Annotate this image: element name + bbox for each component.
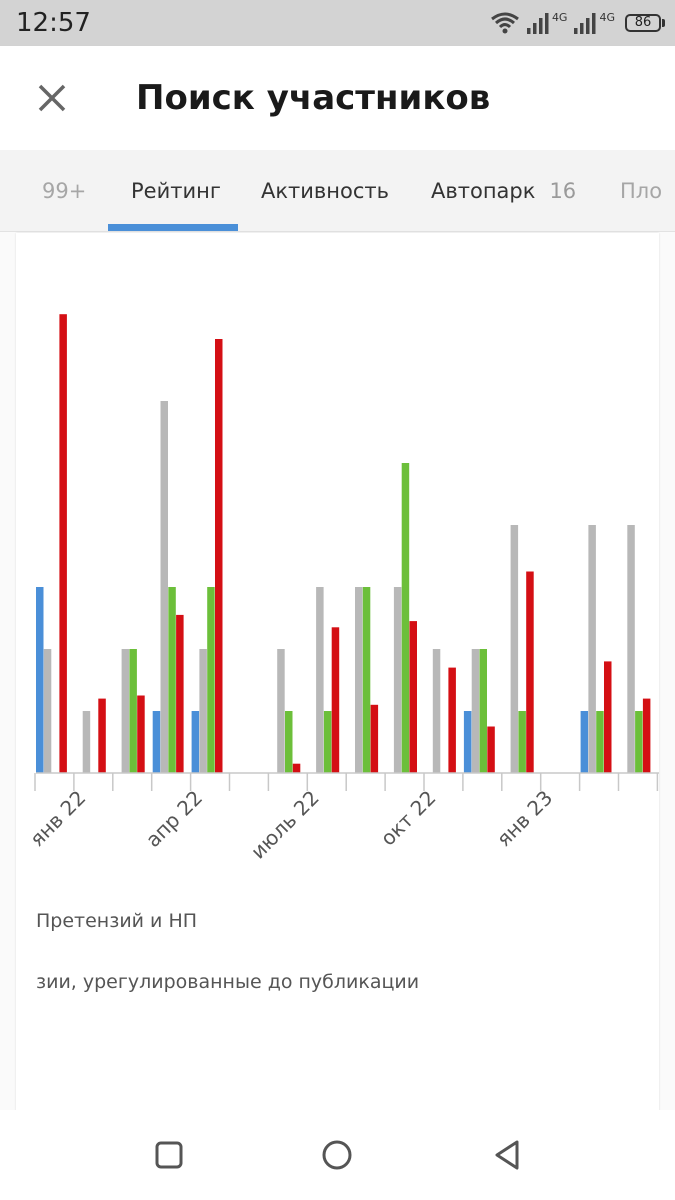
chart-bar xyxy=(526,571,534,773)
wifi-icon xyxy=(491,12,519,34)
chart-bar xyxy=(323,711,332,773)
chart-bar xyxy=(642,698,651,773)
status-bar: 12:57 4G 4G 86 xyxy=(0,0,675,46)
chart-bar xyxy=(627,525,635,773)
chart-bar xyxy=(362,587,371,773)
chart-bar xyxy=(463,711,472,773)
bar-chart: янв 22 апр 22 июль 22 окт 22 янв 23 xyxy=(25,314,659,864)
chart-bar xyxy=(137,695,145,773)
chart-bar xyxy=(479,649,487,773)
x-tick-label: янв 22 xyxy=(25,786,91,852)
legend-line-1: Претензий и НП xyxy=(36,910,198,932)
battery-icon: 86 xyxy=(625,14,665,32)
chart-bar xyxy=(129,649,137,773)
network-type-1: 4G xyxy=(551,10,568,24)
tab-count: 16 xyxy=(549,179,577,203)
chart-bar xyxy=(448,667,456,773)
active-tab-indicator xyxy=(108,224,238,231)
home-icon xyxy=(322,1140,352,1170)
chart-bar xyxy=(370,704,379,773)
tab-bar: 99+ Рейтинг Активность Автопарк 16 Пло xyxy=(0,150,675,232)
chart-bar xyxy=(518,711,526,773)
chart-bar xyxy=(176,614,184,773)
chart-bar xyxy=(471,649,480,773)
legend-line-2: зии, урегулированные до публикации xyxy=(36,971,420,993)
chart-bar xyxy=(604,661,612,773)
chart-bar xyxy=(36,587,44,773)
tab-label: Автопарк xyxy=(431,179,536,203)
chart-bar xyxy=(207,587,215,773)
chart-bar xyxy=(215,339,223,773)
chart-bar xyxy=(59,314,67,773)
page-title: Поиск участников xyxy=(136,78,491,118)
chart-bar xyxy=(588,525,596,773)
tab-label: Пло xyxy=(620,179,663,203)
chart-bar xyxy=(121,649,130,773)
signal-icon xyxy=(574,13,596,34)
chart-bar xyxy=(409,621,417,773)
chart-bar xyxy=(401,463,410,773)
tab-count: 99+ xyxy=(42,179,87,203)
x-tick-label: окт 22 xyxy=(376,786,441,851)
tab-fleet[interactable]: Автопарк 16 xyxy=(431,150,577,231)
tab-label: Активность xyxy=(261,179,390,203)
close-button[interactable] xyxy=(22,68,82,128)
chart-bar xyxy=(596,711,604,773)
chart-bar xyxy=(316,587,324,773)
recent-apps-button[interactable] xyxy=(146,1132,192,1178)
tab-previous[interactable]: 99+ xyxy=(42,150,87,231)
tab-next[interactable]: Пло xyxy=(620,150,663,231)
home-button[interactable] xyxy=(314,1132,360,1178)
back-button[interactable] xyxy=(484,1132,530,1178)
x-tick-label: апр 22 xyxy=(141,786,207,852)
chart-bar xyxy=(98,698,106,773)
tab-activity[interactable]: Активность xyxy=(261,150,390,231)
recent-apps-icon xyxy=(155,1141,183,1169)
chart-bar xyxy=(510,525,519,773)
chart-bar xyxy=(331,627,340,773)
chart-bar xyxy=(168,587,176,773)
chart-bar xyxy=(580,711,589,773)
chart-bar xyxy=(285,711,293,773)
chart-bar xyxy=(152,711,161,773)
network-type-2: 4G xyxy=(599,10,615,24)
close-icon xyxy=(38,84,66,112)
chart-bar xyxy=(82,711,91,773)
chart-card: янв 22 апр 22 июль 22 окт 22 янв 23 Претензи… xyxy=(16,233,659,1113)
tab-rating[interactable]: Рейтинг xyxy=(131,150,221,231)
app-header: Поиск участников xyxy=(0,46,675,150)
status-time: 12:57 xyxy=(16,8,91,38)
chart-bar xyxy=(160,401,168,773)
status-icons: 4G 4G 86 xyxy=(490,10,665,35)
chart-bar xyxy=(355,587,363,773)
chart-bar xyxy=(43,649,52,773)
signal-icon xyxy=(526,13,549,34)
system-nav-bar xyxy=(0,1110,675,1200)
x-tick-label: янв 23 xyxy=(492,786,558,852)
chart-bar xyxy=(292,763,301,773)
chart-bar xyxy=(199,649,207,773)
tab-label: Рейтинг xyxy=(131,179,221,203)
chart-bar xyxy=(487,726,495,773)
x-tick-label: июль 22 xyxy=(246,786,324,864)
chart-bar xyxy=(432,649,441,773)
chart-bar xyxy=(635,711,643,773)
back-icon xyxy=(495,1140,519,1170)
chart-bar xyxy=(277,649,285,773)
chart-bar xyxy=(191,711,200,773)
chart-bar xyxy=(393,587,402,773)
